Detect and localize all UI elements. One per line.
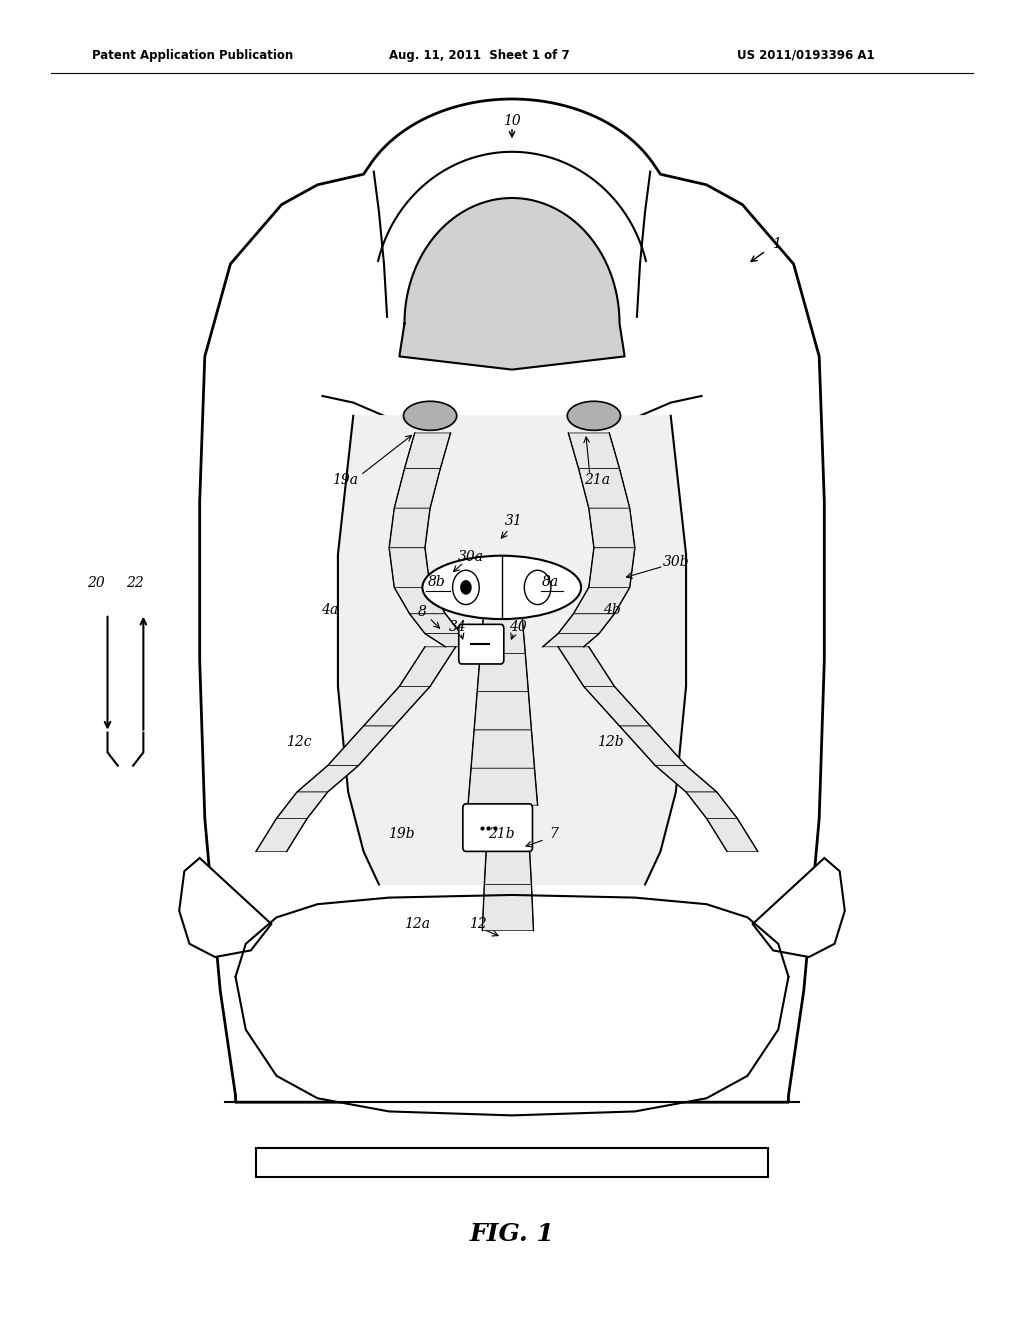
Text: US 2011/0193396 A1: US 2011/0193396 A1 [737,49,874,62]
Polygon shape [480,618,525,653]
Polygon shape [655,766,717,792]
Polygon shape [256,1148,768,1177]
Polygon shape [328,726,394,766]
Text: 30b: 30b [663,556,689,569]
Polygon shape [482,884,534,931]
Text: 12: 12 [469,917,487,931]
Polygon shape [256,818,307,851]
Polygon shape [389,508,430,548]
Circle shape [453,570,479,605]
Polygon shape [276,792,328,818]
Text: 19a: 19a [332,474,358,487]
Text: 12a: 12a [403,917,430,931]
Text: 40: 40 [509,620,527,634]
Polygon shape [579,469,630,508]
Polygon shape [410,614,461,634]
Polygon shape [568,433,620,469]
Text: 4a: 4a [322,603,338,616]
Polygon shape [484,847,531,884]
Ellipse shape [403,401,457,430]
Polygon shape [686,792,737,818]
Polygon shape [389,548,430,587]
Polygon shape [297,766,358,792]
Text: 8b: 8b [427,576,445,589]
Text: 20: 20 [87,577,105,590]
Text: 31: 31 [505,515,523,528]
Text: Patent Application Publication: Patent Application Publication [92,49,294,62]
Text: 12b: 12b [597,735,624,748]
Polygon shape [394,469,440,508]
Text: 19b: 19b [388,828,415,841]
Ellipse shape [567,401,621,430]
Text: 22: 22 [126,577,144,590]
Polygon shape [399,647,456,686]
Polygon shape [573,587,630,614]
Polygon shape [399,198,625,370]
Text: 7: 7 [550,828,558,841]
Polygon shape [589,508,635,548]
Ellipse shape [422,556,582,619]
Polygon shape [200,99,824,1102]
Text: 30a: 30a [458,550,484,564]
Polygon shape [753,858,845,957]
Text: 10: 10 [503,115,521,128]
Polygon shape [364,686,430,726]
Polygon shape [425,634,476,647]
Polygon shape [471,730,535,768]
Polygon shape [477,653,528,692]
Text: 8a: 8a [542,576,558,589]
Polygon shape [558,614,614,634]
FancyBboxPatch shape [459,624,504,664]
Text: 1: 1 [772,238,780,251]
Text: Aug. 11, 2011  Sheet 1 of 7: Aug. 11, 2011 Sheet 1 of 7 [389,49,569,62]
Polygon shape [584,686,650,726]
Text: 21b: 21b [488,828,515,841]
Polygon shape [620,726,686,766]
Circle shape [524,570,551,605]
Text: 12c: 12c [287,735,311,748]
Polygon shape [474,692,531,730]
Polygon shape [543,634,599,647]
Polygon shape [589,548,635,587]
Text: 8: 8 [418,606,426,619]
Circle shape [461,581,471,594]
Polygon shape [707,818,758,851]
FancyBboxPatch shape [463,804,532,851]
Text: FIG. 1: FIG. 1 [470,1222,554,1246]
Text: 34: 34 [449,620,467,634]
Polygon shape [236,895,788,1115]
Polygon shape [394,587,445,614]
Polygon shape [338,416,686,884]
Text: 4b: 4b [603,603,622,616]
Polygon shape [179,858,271,957]
Polygon shape [404,433,451,469]
Polygon shape [558,647,614,686]
Text: 21a: 21a [584,474,610,487]
Polygon shape [468,768,538,805]
